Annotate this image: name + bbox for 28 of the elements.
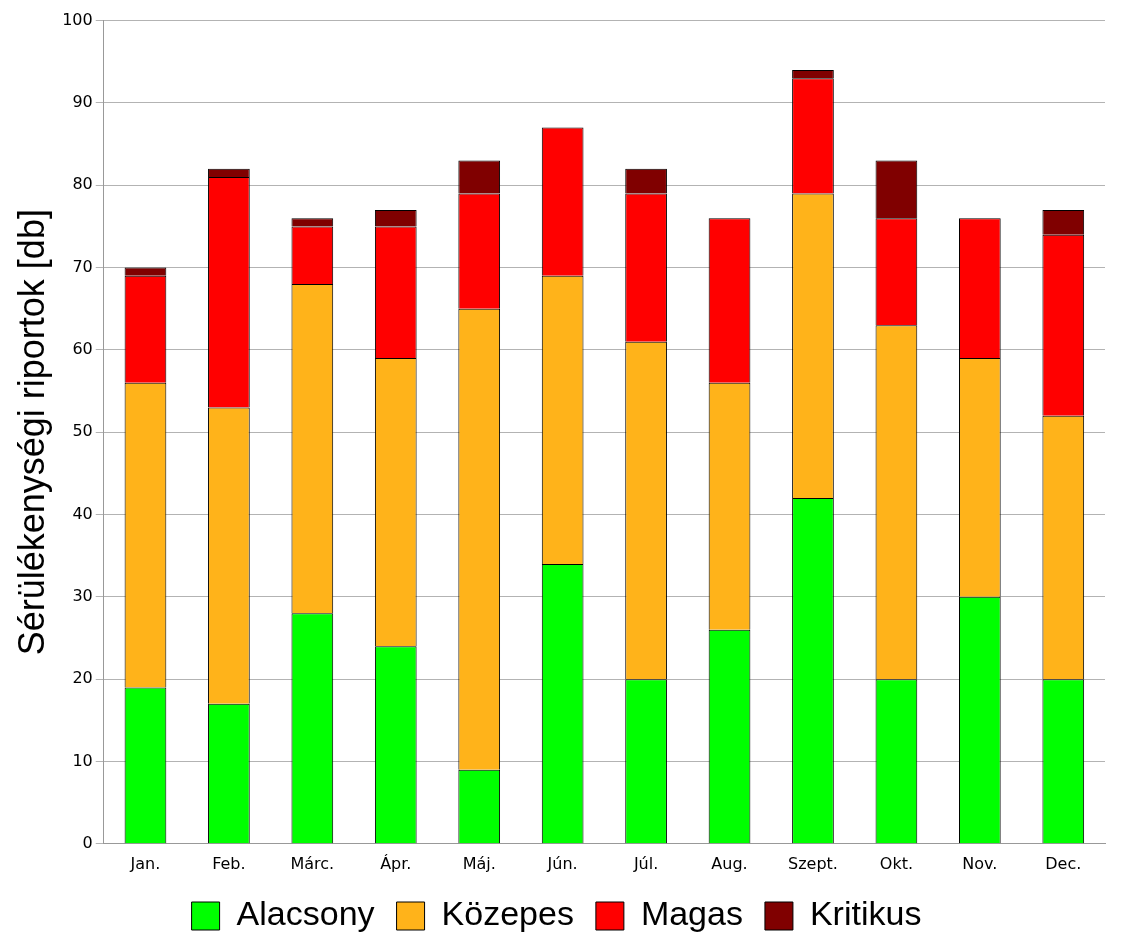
y-tick-label: 40 (72, 503, 93, 523)
x-tick-label: Ápr. (380, 853, 412, 873)
x-tick-label: Júl. (632, 853, 659, 873)
y-tick-label: 10 (72, 750, 93, 770)
x-tick-label: Máj. (462, 853, 496, 873)
y-tick-label: 90 (72, 92, 93, 112)
y-tick-label: 0 (82, 832, 93, 852)
legend-label: Kritikus (809, 894, 922, 933)
x-tick-label: Aug. (711, 853, 748, 873)
x-tick-label: Szept. (788, 853, 838, 873)
y-tick-label: 80 (72, 174, 93, 194)
x-tick-label: Dec. (1045, 853, 1082, 873)
x-tick-label: Márc. (290, 853, 335, 873)
x-tick-label: Jún. (546, 853, 578, 873)
y-tick-label: 30 (72, 586, 93, 605)
x-tick-label: Okt. (879, 853, 914, 873)
y-tick-label: 20 (72, 668, 93, 688)
y-axis-title: Sérülékenységi riportok [db] (10, 209, 52, 656)
x-tick-label: Jan. (129, 853, 161, 873)
y-tick-label: 50 (72, 421, 93, 441)
y-tick-label: 100 (62, 9, 93, 29)
x-tick-label: Feb. (212, 853, 246, 873)
x-tick-label: Nov. (962, 853, 998, 873)
legend-label: Magas (640, 894, 743, 933)
y-tick-label: 70 (72, 256, 93, 276)
y-tick-label: 60 (72, 339, 93, 359)
legend-label: Közepes (441, 894, 574, 933)
legend-label: Alacsony (236, 894, 375, 933)
